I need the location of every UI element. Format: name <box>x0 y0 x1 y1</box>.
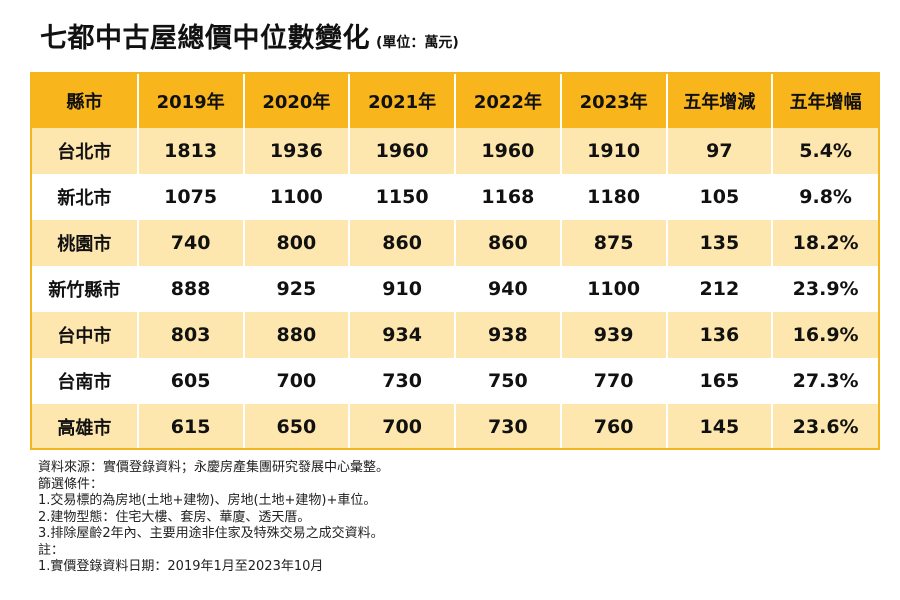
table-body: 台北市 1813 1936 1960 1960 1910 97 5.4% 新北市… <box>32 128 878 448</box>
cell-city: 台南市 <box>32 358 138 404</box>
column-header-five-year-change: 五年增減 <box>665 74 773 128</box>
cell-change: 165 <box>665 358 773 404</box>
page-title: 七都中古屋總價中位數變化 <box>40 23 370 54</box>
table-row: 高雄市 615 650 700 730 760 145 23.6% <box>32 404 878 448</box>
cell-value: 938 <box>454 312 561 358</box>
table-header: 縣市 2019年 2020年 2021年 2022年 2023年 五年增減 五年… <box>32 74 878 128</box>
column-header-2021: 2021年 <box>348 74 455 128</box>
cell-value: 1813 <box>136 128 244 174</box>
column-header-five-year-growth: 五年增幅 <box>771 74 878 128</box>
cell-growth: 27.3% <box>771 358 878 404</box>
cell-city: 新竹縣市 <box>32 266 138 312</box>
cell-value: 730 <box>454 404 561 448</box>
cell-growth: 16.9% <box>771 312 878 358</box>
cell-value: 750 <box>454 358 561 404</box>
remark-item: 1.實價登錄資料日期：2019年1月至2023年10月 <box>38 559 324 574</box>
cell-value: 925 <box>242 266 350 312</box>
cell-city: 桃園市 <box>32 220 138 266</box>
cell-value: 940 <box>454 266 561 312</box>
filter-heading: 篩選條件： <box>38 476 104 492</box>
cell-value: 939 <box>559 312 667 358</box>
cell-value: 770 <box>559 358 667 404</box>
title-row: 七都中古屋總價中位數變化 (單位：萬元) <box>40 16 459 55</box>
cell-value: 1075 <box>136 174 244 220</box>
column-header-2022: 2022年 <box>454 74 561 128</box>
cell-change: 145 <box>665 404 773 448</box>
cell-value: 1180 <box>559 174 667 220</box>
price-table: 縣市 2019年 2020年 2021年 2022年 2023年 五年增減 五年… <box>32 74 878 448</box>
cell-city: 新北市 <box>32 174 138 220</box>
cell-value: 615 <box>136 404 244 448</box>
cell-value: 700 <box>242 358 350 404</box>
header-row: 縣市 2019年 2020年 2021年 2022年 2023年 五年增減 五年… <box>32 74 878 128</box>
cell-growth: 9.8% <box>771 174 878 220</box>
cell-value: 1100 <box>559 266 667 312</box>
table-row: 桃園市 740 800 860 860 875 135 18.2% <box>32 220 878 266</box>
column-header-2019: 2019年 <box>136 74 244 128</box>
cell-city: 台北市 <box>32 128 138 174</box>
cell-value: 860 <box>348 220 455 266</box>
cell-value: 730 <box>348 358 455 404</box>
cell-value: 803 <box>136 312 244 358</box>
footnotes: 資料來源：實價登錄資料；永慶房產集團研究發展中心彙整。 篩選條件： 1.交易標的… <box>38 460 878 576</box>
cell-value: 605 <box>136 358 244 404</box>
cell-change: 97 <box>665 128 773 174</box>
cell-value: 650 <box>242 404 350 448</box>
cell-change: 212 <box>665 266 773 312</box>
cell-growth: 5.4% <box>771 128 878 174</box>
cell-value: 760 <box>559 404 667 448</box>
unit-note: (單位：萬元) <box>376 35 459 51</box>
column-header-city: 縣市 <box>32 74 138 128</box>
source-note: 資料來源：實價登錄資料；永慶房產集團研究發展中心彙整。 <box>38 460 390 475</box>
cell-change: 136 <box>665 312 773 358</box>
cell-change: 105 <box>665 174 773 220</box>
table-row: 台南市 605 700 730 750 770 165 27.3% <box>32 358 878 404</box>
table-row: 新竹縣市 888 925 910 940 1100 212 23.9% <box>32 266 878 312</box>
cell-growth: 18.2% <box>771 220 878 266</box>
cell-city: 台中市 <box>32 312 138 358</box>
cell-value: 880 <box>242 312 350 358</box>
filter-item: 1.交易標的為房地(土地+建物)、房地(土地+建物)+車位。 <box>38 493 377 508</box>
cell-value: 1910 <box>559 128 667 174</box>
table-row: 新北市 1075 1100 1150 1168 1180 105 9.8% <box>32 174 878 220</box>
table-row: 台北市 1813 1936 1960 1960 1910 97 5.4% <box>32 128 878 174</box>
cell-growth: 23.6% <box>771 404 878 448</box>
cell-value: 910 <box>348 266 455 312</box>
cell-value: 1150 <box>348 174 455 220</box>
cell-value: 1168 <box>454 174 561 220</box>
cell-value: 1936 <box>242 128 350 174</box>
filter-item: 2.建物型態：住宅大樓、套房、華廈、透天厝。 <box>38 509 311 525</box>
column-header-2020: 2020年 <box>242 74 350 128</box>
cell-value: 875 <box>559 220 667 266</box>
cell-value: 1960 <box>454 128 561 174</box>
table-row: 台中市 803 880 934 938 939 136 16.9% <box>32 312 878 358</box>
cell-value: 860 <box>454 220 561 266</box>
cell-value: 700 <box>348 404 455 448</box>
cell-value: 1960 <box>348 128 455 174</box>
remark-heading: 註： <box>38 542 65 558</box>
cell-change: 135 <box>665 220 773 266</box>
cell-value: 888 <box>136 266 244 312</box>
cell-growth: 23.9% <box>771 266 878 312</box>
cell-value: 740 <box>136 220 244 266</box>
filter-item: 3.排除屋齡2年內、主要用途非住家及特殊交易之成交資料。 <box>38 526 384 541</box>
cell-city: 高雄市 <box>32 404 138 448</box>
cell-value: 934 <box>348 312 455 358</box>
price-table-container: 縣市 2019年 2020年 2021年 2022年 2023年 五年增減 五年… <box>30 72 880 450</box>
cell-value: 800 <box>242 220 350 266</box>
cell-value: 1100 <box>242 174 350 220</box>
column-header-2023: 2023年 <box>559 74 667 128</box>
